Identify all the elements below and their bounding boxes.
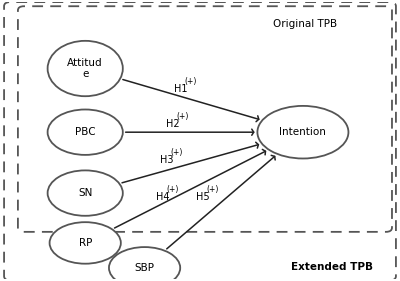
Text: Attitud
e: Attitud e <box>67 58 103 79</box>
Ellipse shape <box>48 41 123 96</box>
Text: H4: H4 <box>156 192 170 202</box>
Text: H3: H3 <box>160 155 174 165</box>
Ellipse shape <box>257 106 348 158</box>
Text: (+): (+) <box>171 148 183 157</box>
Text: PBC: PBC <box>75 127 96 137</box>
Text: RP: RP <box>78 238 92 248</box>
Text: SN: SN <box>78 188 92 198</box>
Ellipse shape <box>109 247 180 281</box>
Ellipse shape <box>48 170 123 216</box>
Ellipse shape <box>48 110 123 155</box>
Text: Original TPB: Original TPB <box>273 19 337 29</box>
Text: (+): (+) <box>177 112 189 121</box>
Text: (+): (+) <box>167 185 179 194</box>
Text: (+): (+) <box>206 185 219 194</box>
Text: SBP: SBP <box>134 263 154 273</box>
Text: H5: H5 <box>196 192 210 202</box>
Text: (+): (+) <box>184 77 197 86</box>
Text: Extended TPB: Extended TPB <box>291 262 373 272</box>
FancyBboxPatch shape <box>4 2 396 280</box>
Text: Intention: Intention <box>280 127 326 137</box>
Text: H1: H1 <box>174 84 188 94</box>
Text: H2: H2 <box>166 119 180 129</box>
Ellipse shape <box>50 222 121 264</box>
